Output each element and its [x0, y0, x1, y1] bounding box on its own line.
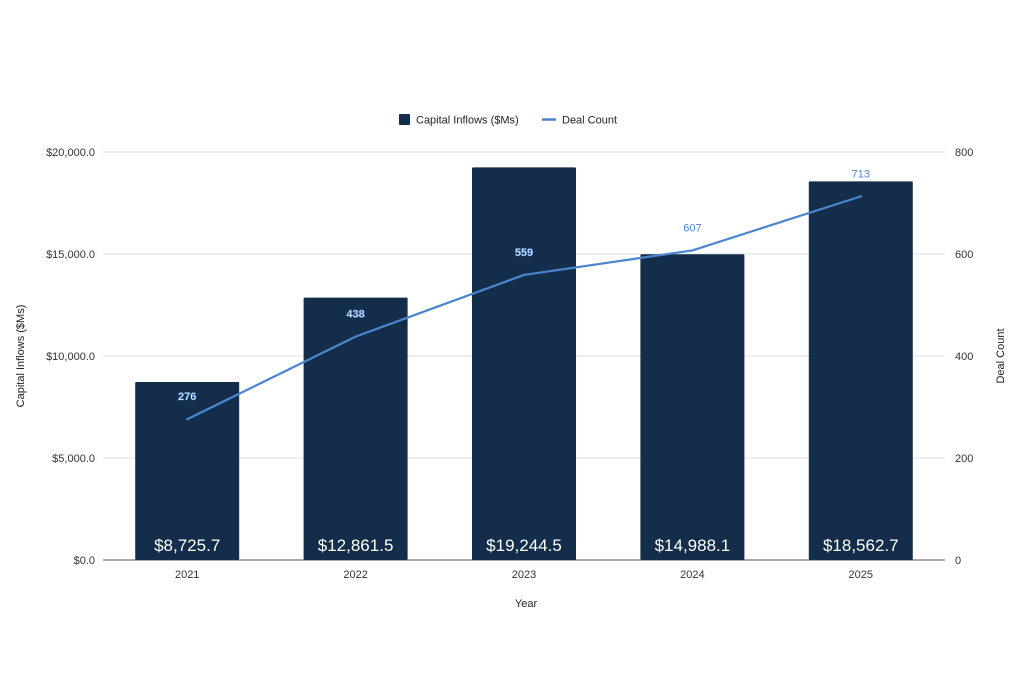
deal-count-point-2022: [354, 335, 357, 338]
bar-2025: [808, 181, 913, 560]
y2-axis-title: Deal Count: [995, 328, 1007, 383]
bar-data-label: $19,244.5: [486, 536, 562, 555]
y2-tick-label: 200: [955, 453, 973, 465]
bar-2021: [135, 381, 240, 560]
legend-label-capital-inflows: Capital Inflows ($Ms): [416, 115, 519, 127]
y2-tick-label: 800: [955, 147, 973, 159]
deal-count-point-2025: [859, 195, 862, 198]
line-data-label: 607: [683, 222, 701, 234]
x-tick-label: 2021: [175, 569, 199, 581]
deal-count-point-2024: [691, 249, 694, 252]
line-data-label: 559: [515, 247, 533, 259]
x-tick-label: 2022: [343, 569, 367, 581]
y-axis-title: Capital Inflows ($Ms): [15, 305, 27, 408]
x-tick-label: 2025: [849, 569, 873, 581]
deal-count-point-2021: [186, 418, 189, 421]
bar-data-label: $18,562.7: [823, 536, 899, 555]
x-tick-label: 2024: [680, 569, 704, 581]
y-tick-label: $5,000.0: [52, 453, 95, 465]
line-data-label: 713: [852, 168, 870, 180]
legend: Capital Inflows ($Ms) Deal Count: [399, 114, 617, 127]
bar-2024: [640, 254, 745, 560]
line-data-label: 276: [178, 391, 196, 403]
y-tick-label: $10,000.0: [46, 351, 95, 363]
line-data-label: 438: [346, 309, 364, 321]
y2-tick-label: 0: [955, 555, 961, 567]
y2-tick-label: 600: [955, 249, 973, 261]
bar-2022: [303, 297, 408, 560]
y-tick-label: $15,000.0: [46, 249, 95, 261]
bar-data-label: $12,861.5: [318, 536, 394, 555]
x-tick-label: 2023: [512, 569, 536, 581]
bar-data-label: $14,988.1: [655, 536, 731, 555]
y-tick-label: $20,000.0: [46, 147, 95, 159]
y2-tick-label: 400: [955, 351, 973, 363]
deal-count-point-2023: [522, 273, 526, 277]
x-axis-title: Year: [515, 598, 538, 610]
legend-swatch-capital-inflows: [399, 114, 410, 125]
bar-2023: [472, 167, 576, 560]
y-tick-label: $0.0: [74, 555, 95, 567]
bar-data-label: $8,725.7: [154, 536, 220, 555]
legend-label-deal-count: Deal Count: [562, 115, 617, 127]
